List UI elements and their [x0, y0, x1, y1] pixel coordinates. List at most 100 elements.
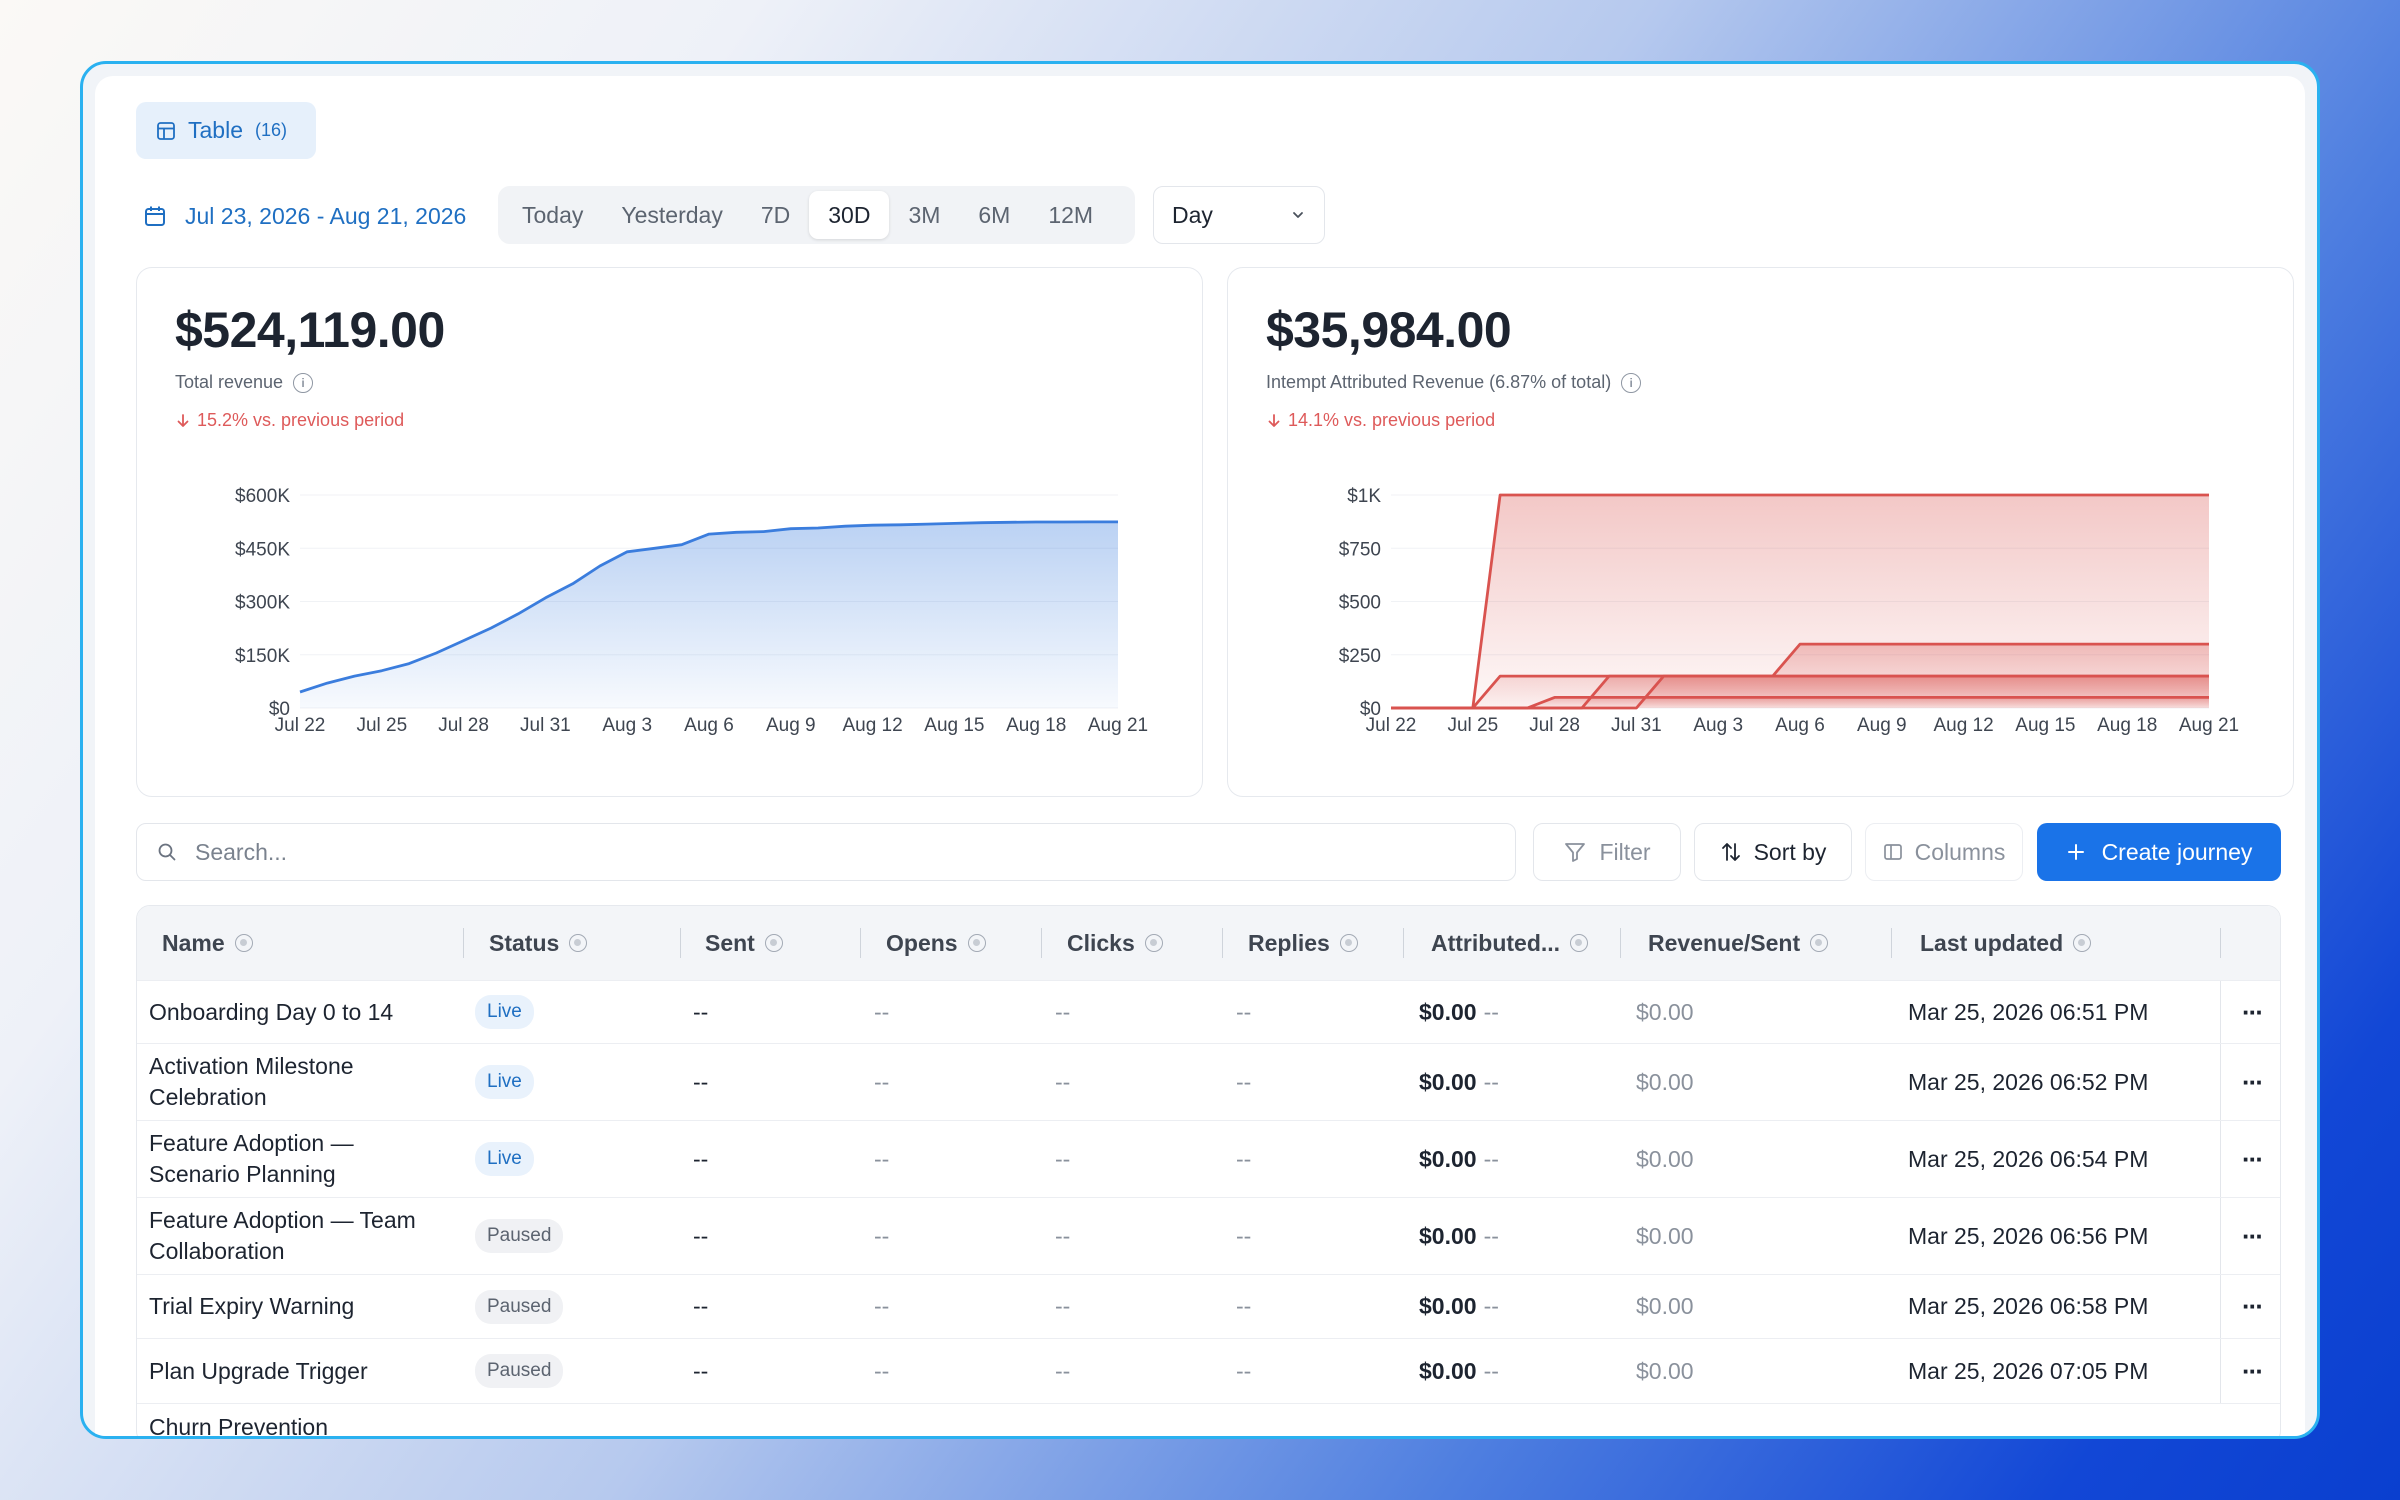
table-row[interactable]: Activation Milestone Celebration Live --…	[137, 1043, 2280, 1120]
series-line	[1391, 696, 2209, 710]
table-row[interactable]: Feature Adoption — Team Collaboration Pa…	[137, 1197, 2280, 1274]
total-revenue-label: Total revenue	[175, 372, 284, 392]
search-input[interactable]: Search...	[195, 838, 288, 865]
column-header-attributed[interactable]: Attributed...	[1431, 906, 1589, 980]
table-row[interactable]: Trial Expiry Warning Paused -- -- -- -- …	[137, 1274, 2280, 1338]
info-icon	[2073, 934, 2092, 952]
period-3m[interactable]: 3M	[908, 201, 941, 228]
column-header-sent[interactable]: Sent	[705, 906, 783, 980]
chevron-down-icon	[1293, 212, 1303, 218]
more-actions-icon[interactable]: ···	[2242, 1143, 2264, 1174]
column-header-name[interactable]: Name	[162, 906, 253, 980]
journey-name[interactable]: Onboarding Day 0 to 14	[149, 998, 394, 1025]
period-today[interactable]: Today	[522, 201, 584, 228]
clicks-value: --	[1055, 1293, 1071, 1319]
columns-icon	[1883, 844, 1902, 860]
sort-button[interactable]: Sort by	[1694, 823, 1852, 881]
column-divider[interactable]	[2220, 928, 2221, 958]
revenue-per-sent-value: $0.00	[1636, 1357, 1694, 1384]
clicks-value: --	[1055, 1357, 1071, 1384]
create-journey-button[interactable]: Create journey	[2037, 823, 2281, 881]
column-divider[interactable]	[680, 928, 681, 958]
granularity-select[interactable]: Day	[1153, 186, 1325, 244]
search-bar[interactable]: Search...	[136, 823, 1516, 881]
opens-value: --	[874, 1357, 890, 1384]
status-cell: Paused	[475, 1275, 564, 1338]
period-12m[interactable]: 12M	[1048, 201, 1094, 228]
column-divider[interactable]	[1222, 928, 1223, 958]
more-actions-icon[interactable]: ···	[2242, 1220, 2264, 1251]
column-divider[interactable]	[1891, 928, 1892, 958]
column-divider[interactable]	[1041, 928, 1042, 958]
period-7d[interactable]: 7D	[760, 201, 791, 228]
journey-name[interactable]: Activation Milestone Celebration	[149, 1053, 354, 1110]
column-divider[interactable]	[1403, 928, 1404, 958]
view-tab-label: Table	[188, 117, 243, 143]
column-divider[interactable]	[1620, 928, 1621, 958]
date-range-picker[interactable]: Jul 23, 2026 - Aug 21, 2026	[143, 188, 466, 244]
info-icon[interactable]: i	[293, 372, 314, 393]
column-divider[interactable]	[463, 928, 464, 958]
filter-button[interactable]: Filter	[1533, 823, 1681, 881]
info-icon	[967, 934, 986, 952]
column-header-label: Name	[162, 929, 225, 956]
total-revenue-delta: 15.2% vs. previous period	[175, 410, 404, 431]
journeys-panel: Table (16) Jul 23, 2026 - Aug 21, 2026 T…	[95, 76, 2305, 1439]
more-actions-icon[interactable]: ···	[2242, 1355, 2264, 1386]
attributed-revenue-card: $35,984.00 Intempt Attributed Revenue (6…	[1227, 267, 2294, 797]
journey-name[interactable]: Feature Adoption — Team Collaboration	[149, 1207, 416, 1264]
x-tick-label: Jul 31	[1611, 715, 1662, 736]
x-tick-label: Aug 9	[1857, 715, 1907, 736]
table-header: Name Status Sent Opens Clicks Replies At…	[137, 906, 2280, 980]
opens-value: --	[874, 1293, 890, 1319]
total-revenue-value: $524,119.00	[175, 302, 445, 358]
period-6m[interactable]: 6M	[978, 201, 1011, 228]
x-tick-label: Aug 12	[1933, 715, 1993, 736]
x-tick-label: Aug 12	[842, 715, 902, 736]
view-tab-table[interactable]: Table (16)	[136, 102, 316, 159]
last-updated-value: Mar 25, 2026 06:51 PM	[1908, 998, 2149, 1025]
column-divider[interactable]	[860, 928, 861, 958]
x-tick-label: Aug 6	[684, 715, 734, 736]
period-30d[interactable]: 30D	[809, 191, 890, 239]
table-row[interactable]: Plan Upgrade Trigger Paused -- -- -- -- …	[137, 1338, 2280, 1403]
y-tick-label: $500	[1339, 593, 1381, 614]
column-header-clicks[interactable]: Clicks	[1067, 906, 1163, 980]
info-icon[interactable]: i	[1621, 372, 1642, 393]
period-yesterday[interactable]: Yesterday	[621, 201, 723, 228]
y-tick-label: $150K	[235, 646, 290, 667]
table-row[interactable]: Churn Prevention	[137, 1403, 2280, 1439]
sent-value: --	[693, 998, 709, 1025]
clicks-value: --	[1055, 1222, 1071, 1249]
journey-name[interactable]: Churn Prevention	[149, 1414, 328, 1439]
more-actions-icon[interactable]: ···	[2242, 996, 2264, 1027]
table-icon	[157, 121, 175, 140]
column-header-opens[interactable]: Opens	[886, 906, 986, 980]
more-actions-icon[interactable]: ···	[2242, 1291, 2264, 1321]
x-tick-label: Jul 22	[1366, 715, 1417, 736]
table-row[interactable]: Feature Adoption — Scenario Planning Liv…	[137, 1120, 2280, 1197]
journey-name[interactable]: Trial Expiry Warning	[149, 1293, 355, 1319]
journey-name[interactable]: Plan Upgrade Trigger	[149, 1357, 368, 1384]
column-header-status[interactable]: Status	[489, 906, 588, 980]
sent-value: --	[693, 1068, 709, 1095]
arrow-down-icon	[177, 413, 189, 427]
column-header-label: Status	[489, 929, 560, 956]
create-journey-label: Create journey	[2101, 838, 2253, 865]
column-header-last-updated[interactable]: Last updated	[1920, 906, 2092, 980]
attributed-cell: $0.00 --	[1419, 1339, 1499, 1403]
table-row[interactable]: Onboarding Day 0 to 14 Live -- -- -- -- …	[137, 980, 2280, 1043]
status-badge: Live	[475, 1142, 534, 1176]
revenue-per-sent-value: $0.00	[1636, 1068, 1694, 1095]
column-header-replies[interactable]: Replies	[1248, 906, 1358, 980]
column-header-label: Last updated	[1920, 929, 2064, 956]
column-header-label: Attributed...	[1431, 929, 1561, 956]
filter-icon	[1565, 843, 1586, 862]
columns-button[interactable]: Columns	[1865, 823, 2023, 881]
attributed-value: $0.00	[1419, 1145, 1477, 1172]
column-header-revenue-per-sent[interactable]: Revenue/Sent	[1648, 906, 1829, 980]
journey-name[interactable]: Feature Adoption — Scenario Planning	[149, 1130, 354, 1187]
more-actions-icon[interactable]: ···	[2242, 1066, 2264, 1097]
